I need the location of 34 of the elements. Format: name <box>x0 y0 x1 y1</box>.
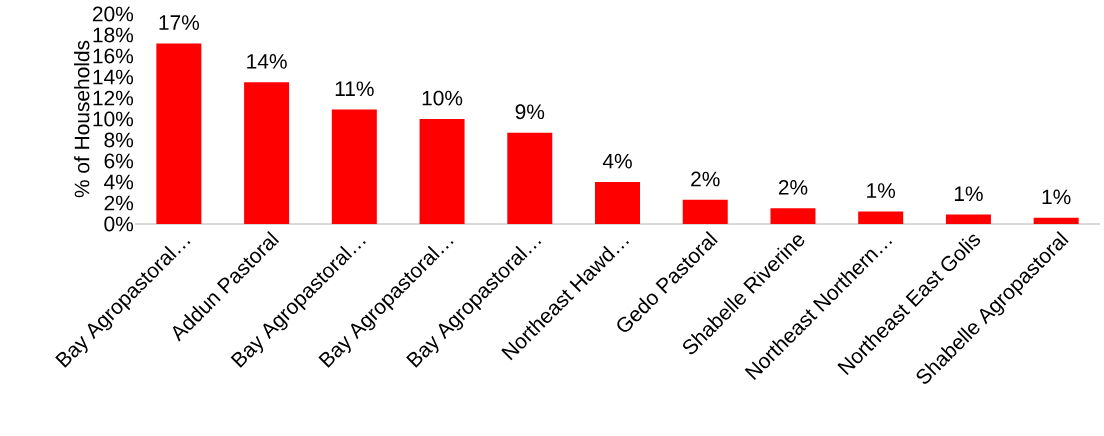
y-tick-label: 10% <box>93 111 134 127</box>
bar <box>770 208 816 224</box>
bar <box>858 211 904 224</box>
data-label: 10% <box>422 90 463 106</box>
data-label: 1% <box>867 183 896 198</box>
y-tick-label: 2% <box>104 195 134 211</box>
data-label: 4% <box>602 153 632 169</box>
data-label: 14% <box>247 54 287 69</box>
bar <box>156 43 202 224</box>
y-tick-label: 6% <box>104 153 134 169</box>
y-tick-label: 16% <box>93 48 134 64</box>
y-tick-label: 0% <box>104 216 134 232</box>
data-label: 9% <box>515 104 545 120</box>
bar <box>595 182 641 224</box>
y-tick-label: 18% <box>93 27 134 43</box>
y-tick-label: 14% <box>93 69 134 85</box>
y-tick-label: 12% <box>93 90 134 106</box>
bar <box>507 132 553 224</box>
data-label: 2% <box>691 171 720 187</box>
bar <box>331 109 377 224</box>
y-tick-label: 20% <box>92 6 134 22</box>
data-label: 17% <box>159 15 200 30</box>
bar <box>1033 217 1079 224</box>
bar <box>945 214 991 224</box>
y-tick-label: 4% <box>104 174 134 190</box>
data-label: 2% <box>778 180 808 195</box>
bar <box>682 199 728 224</box>
y-axis-title: % of Households <box>74 40 90 198</box>
data-label: 1% <box>954 186 983 202</box>
y-tick-label: 8% <box>104 132 134 148</box>
data-label: 1% <box>1042 189 1071 205</box>
bar <box>419 119 465 224</box>
bar <box>244 82 290 224</box>
data-label: 11% <box>335 81 374 97</box>
